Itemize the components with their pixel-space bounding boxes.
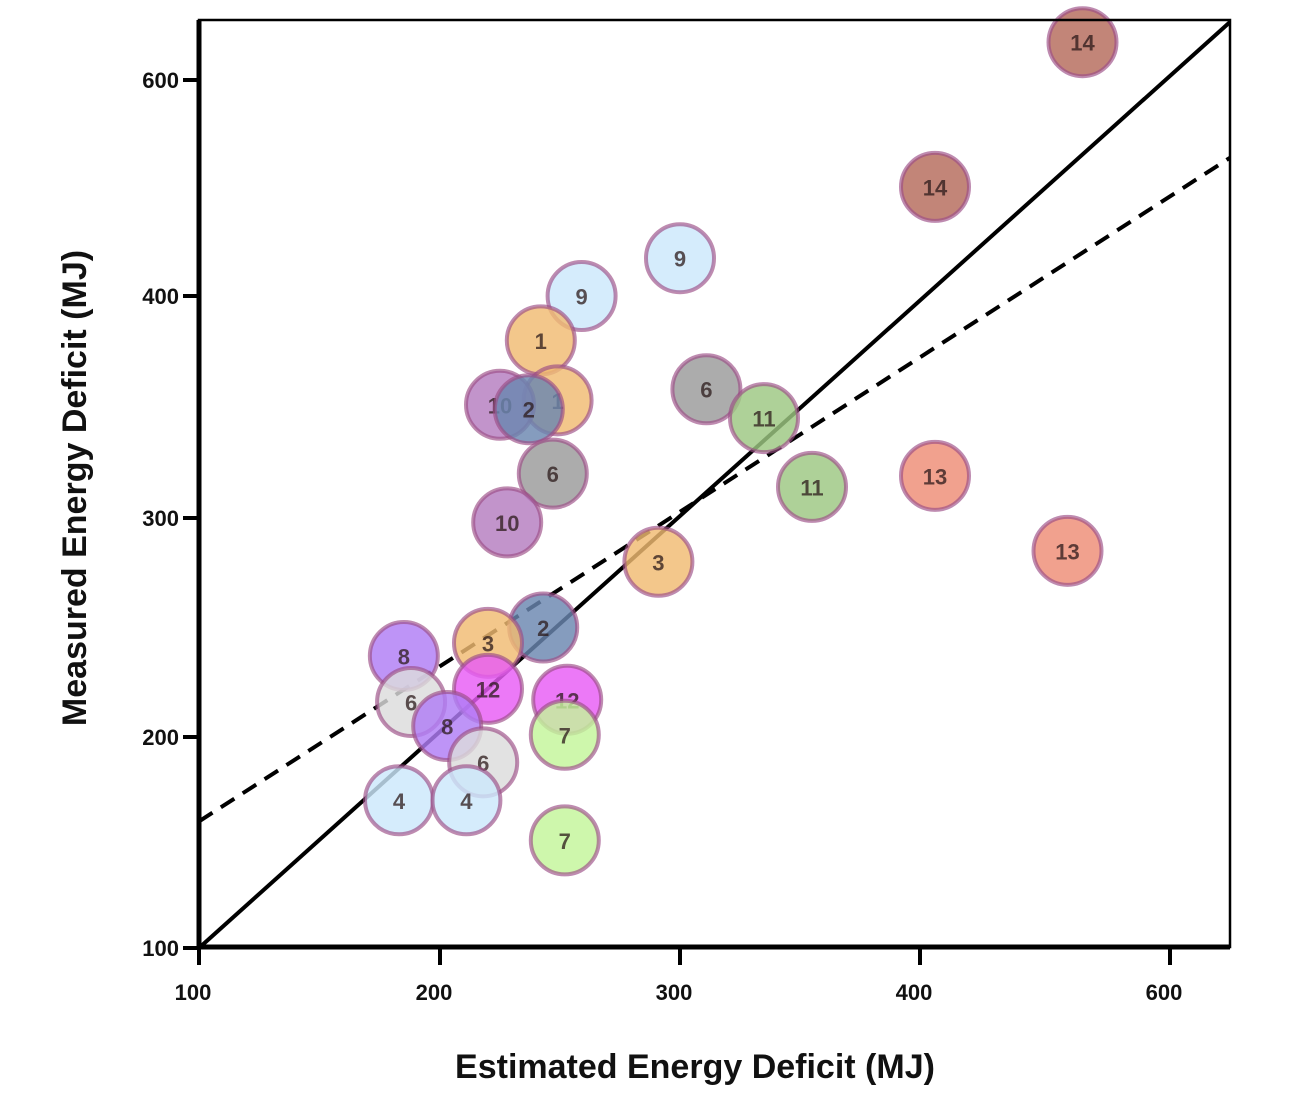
x-tick-label: 400 [896, 980, 933, 1005]
data-point-marker [545, 260, 618, 332]
data-point-label: 3 [652, 550, 664, 575]
data-point: 13 [1031, 514, 1104, 587]
x-tick-label: 200 [416, 980, 453, 1005]
y-tick-label: 100 [142, 936, 179, 961]
x-tick-label: 100 [175, 980, 212, 1005]
data-point-marker [1046, 6, 1119, 79]
data-point: 7 [528, 804, 601, 877]
data-point-label: 13 [1055, 539, 1079, 564]
data-point-marker [528, 698, 601, 771]
data-point-marker [528, 804, 601, 877]
data-point-marker [776, 450, 848, 523]
reference-lines [199, 20, 1230, 947]
data-point: 10 [471, 486, 544, 559]
data-point: 4 [363, 764, 436, 837]
data-point: 6 [516, 437, 589, 510]
data-point-marker [899, 150, 971, 223]
data-point-label: 3 [482, 631, 494, 656]
data-point-label: 4 [393, 789, 406, 814]
y-tick-label: 200 [142, 725, 179, 750]
data-point-label: 14 [1070, 31, 1095, 56]
y-axis-title: Measured Energy Deficit (MJ) [56, 250, 94, 726]
data-point-label: 14 [923, 175, 948, 200]
data-point: 3 [622, 525, 695, 598]
data-point-marker [899, 439, 971, 512]
y-tick-label: 600 [142, 68, 179, 93]
data-point-marker [644, 222, 716, 295]
data-point-marker [1031, 514, 1104, 587]
data-point: 14 [899, 150, 971, 223]
data-point-marker [430, 764, 503, 837]
data-point-label: 10 [495, 511, 519, 536]
data-point-label: 8 [398, 644, 410, 669]
data-point: 7 [528, 698, 601, 771]
x-tick-label: 300 [656, 980, 693, 1005]
data-point: 11 [728, 382, 800, 455]
data-point-label: 9 [674, 247, 686, 272]
data-point: 13 [899, 439, 971, 512]
data-point: 9 [644, 222, 716, 295]
data-point-label: 6 [700, 378, 712, 403]
data-point-label: 6 [547, 462, 559, 487]
x-axis-title: Estimated Energy Deficit (MJ) [455, 1048, 935, 1086]
data-point-label: 11 [800, 475, 823, 500]
data-point-label: 2 [523, 398, 535, 423]
data-point-label: 4 [460, 789, 473, 814]
data-point-marker [622, 525, 695, 598]
data-point-label: 12 [476, 677, 500, 702]
data-point-label: 2 [537, 616, 549, 641]
y-tick-label: 400 [142, 284, 179, 309]
data-point-label: 7 [559, 829, 571, 854]
data-point-label: 11 [752, 407, 775, 432]
data-point-label: 8 [441, 715, 453, 740]
regression-line [199, 156, 1230, 824]
data-point: 1 [504, 304, 577, 377]
data-point-label: 9 [575, 285, 587, 310]
data-point: 14 [1046, 6, 1119, 79]
data-point-marker [471, 486, 544, 559]
data-point-marker [516, 437, 589, 510]
data-point-label: 7 [559, 723, 571, 748]
data-point-label: 1 [535, 329, 547, 354]
data-point: 4 [430, 764, 503, 837]
data-points: 14149911102611611131310323812126876447 [363, 6, 1119, 877]
data-point-marker [670, 353, 743, 426]
axes [196, 18, 1232, 950]
ticks: 100 200 300 400 600 100 200 300 400 600 [142, 68, 1182, 1005]
data-point: 2 [492, 373, 565, 446]
data-point-marker [492, 373, 565, 446]
data-point: 11 [776, 450, 848, 523]
x-tick-label: 600 [1146, 980, 1183, 1005]
data-point: 6 [670, 353, 743, 426]
data-point-marker [728, 382, 800, 455]
data-point-label: 13 [923, 464, 947, 489]
line-of-identity [199, 20, 1230, 947]
data-point: 9 [545, 260, 618, 332]
y-tick-label: 300 [142, 506, 179, 531]
data-point-label: 6 [405, 690, 417, 715]
